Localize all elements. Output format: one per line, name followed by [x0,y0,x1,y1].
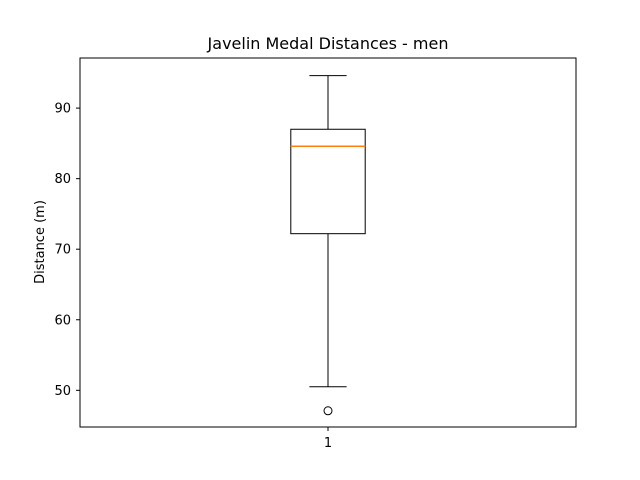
y-tick-label-70: 70 [54,243,71,258]
outlier-point [323,406,333,416]
interquartile-box [290,128,366,235]
y-tick-label-50: 50 [54,384,71,399]
y-axis: 50 60 70 80 90 [54,102,80,399]
box-layer [290,75,366,416]
x-tick-label-1: 1 [324,436,332,451]
y-tick-label-60: 60 [54,313,71,328]
y-tick-label-90: 90 [54,102,71,117]
y-tick-label-80: 80 [54,172,71,187]
y-axis-label: Distance (m) [33,200,48,284]
chart-title: Javelin Medal Distances - men [207,34,449,53]
x-axis: 1 [324,427,332,451]
